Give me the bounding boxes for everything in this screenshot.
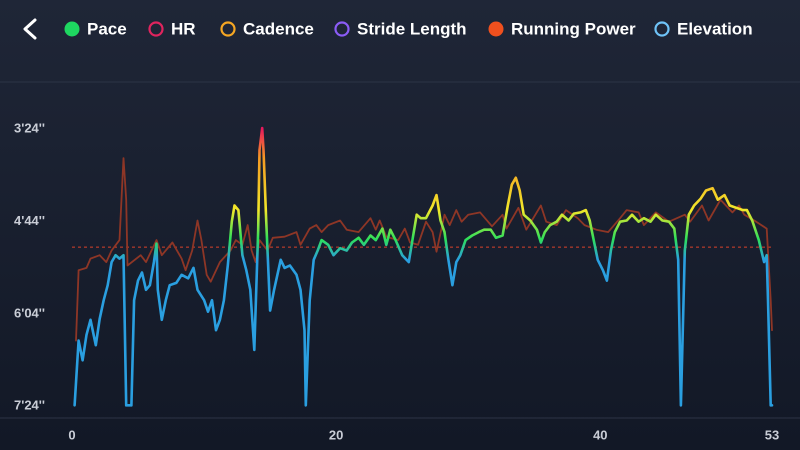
x-tick-label: 20 [329, 427, 343, 442]
series-line [73, 126, 774, 407]
legend-item[interactable]: Elevation [654, 19, 753, 38]
legend-label: Cadence [243, 19, 314, 38]
legend-label: Stride Length [357, 19, 467, 38]
legend-label: Pace [87, 19, 127, 38]
legend-marker [64, 21, 80, 37]
back-button[interactable] [23, 18, 37, 40]
legend-marker [148, 21, 164, 37]
legend-marker [334, 21, 350, 37]
legend-item[interactable]: Stride Length [334, 19, 467, 38]
legend-marker [488, 21, 504, 37]
legend-item[interactable]: HR [148, 19, 196, 38]
y-tick-label: 6'04'' [14, 305, 45, 320]
y-tick-label: 3'24'' [14, 121, 45, 136]
y-tick-label: 4'44'' [14, 213, 45, 228]
x-tick-label: 0 [68, 427, 75, 442]
legend-label: HR [171, 19, 196, 38]
y-tick-label: 7'24'' [14, 398, 45, 413]
legend-item[interactable]: Cadence [220, 19, 314, 38]
series-line [75, 157, 773, 342]
legend-marker [220, 21, 236, 37]
x-tick-label: 40 [593, 427, 607, 442]
legend-label: Running Power [511, 19, 636, 38]
legend-label: Elevation [677, 19, 753, 38]
x-tick-label: 53 [765, 427, 779, 442]
legend-item[interactable]: Pace [64, 19, 127, 38]
legend-marker [654, 21, 670, 37]
legend-item[interactable]: Running Power [488, 19, 637, 38]
